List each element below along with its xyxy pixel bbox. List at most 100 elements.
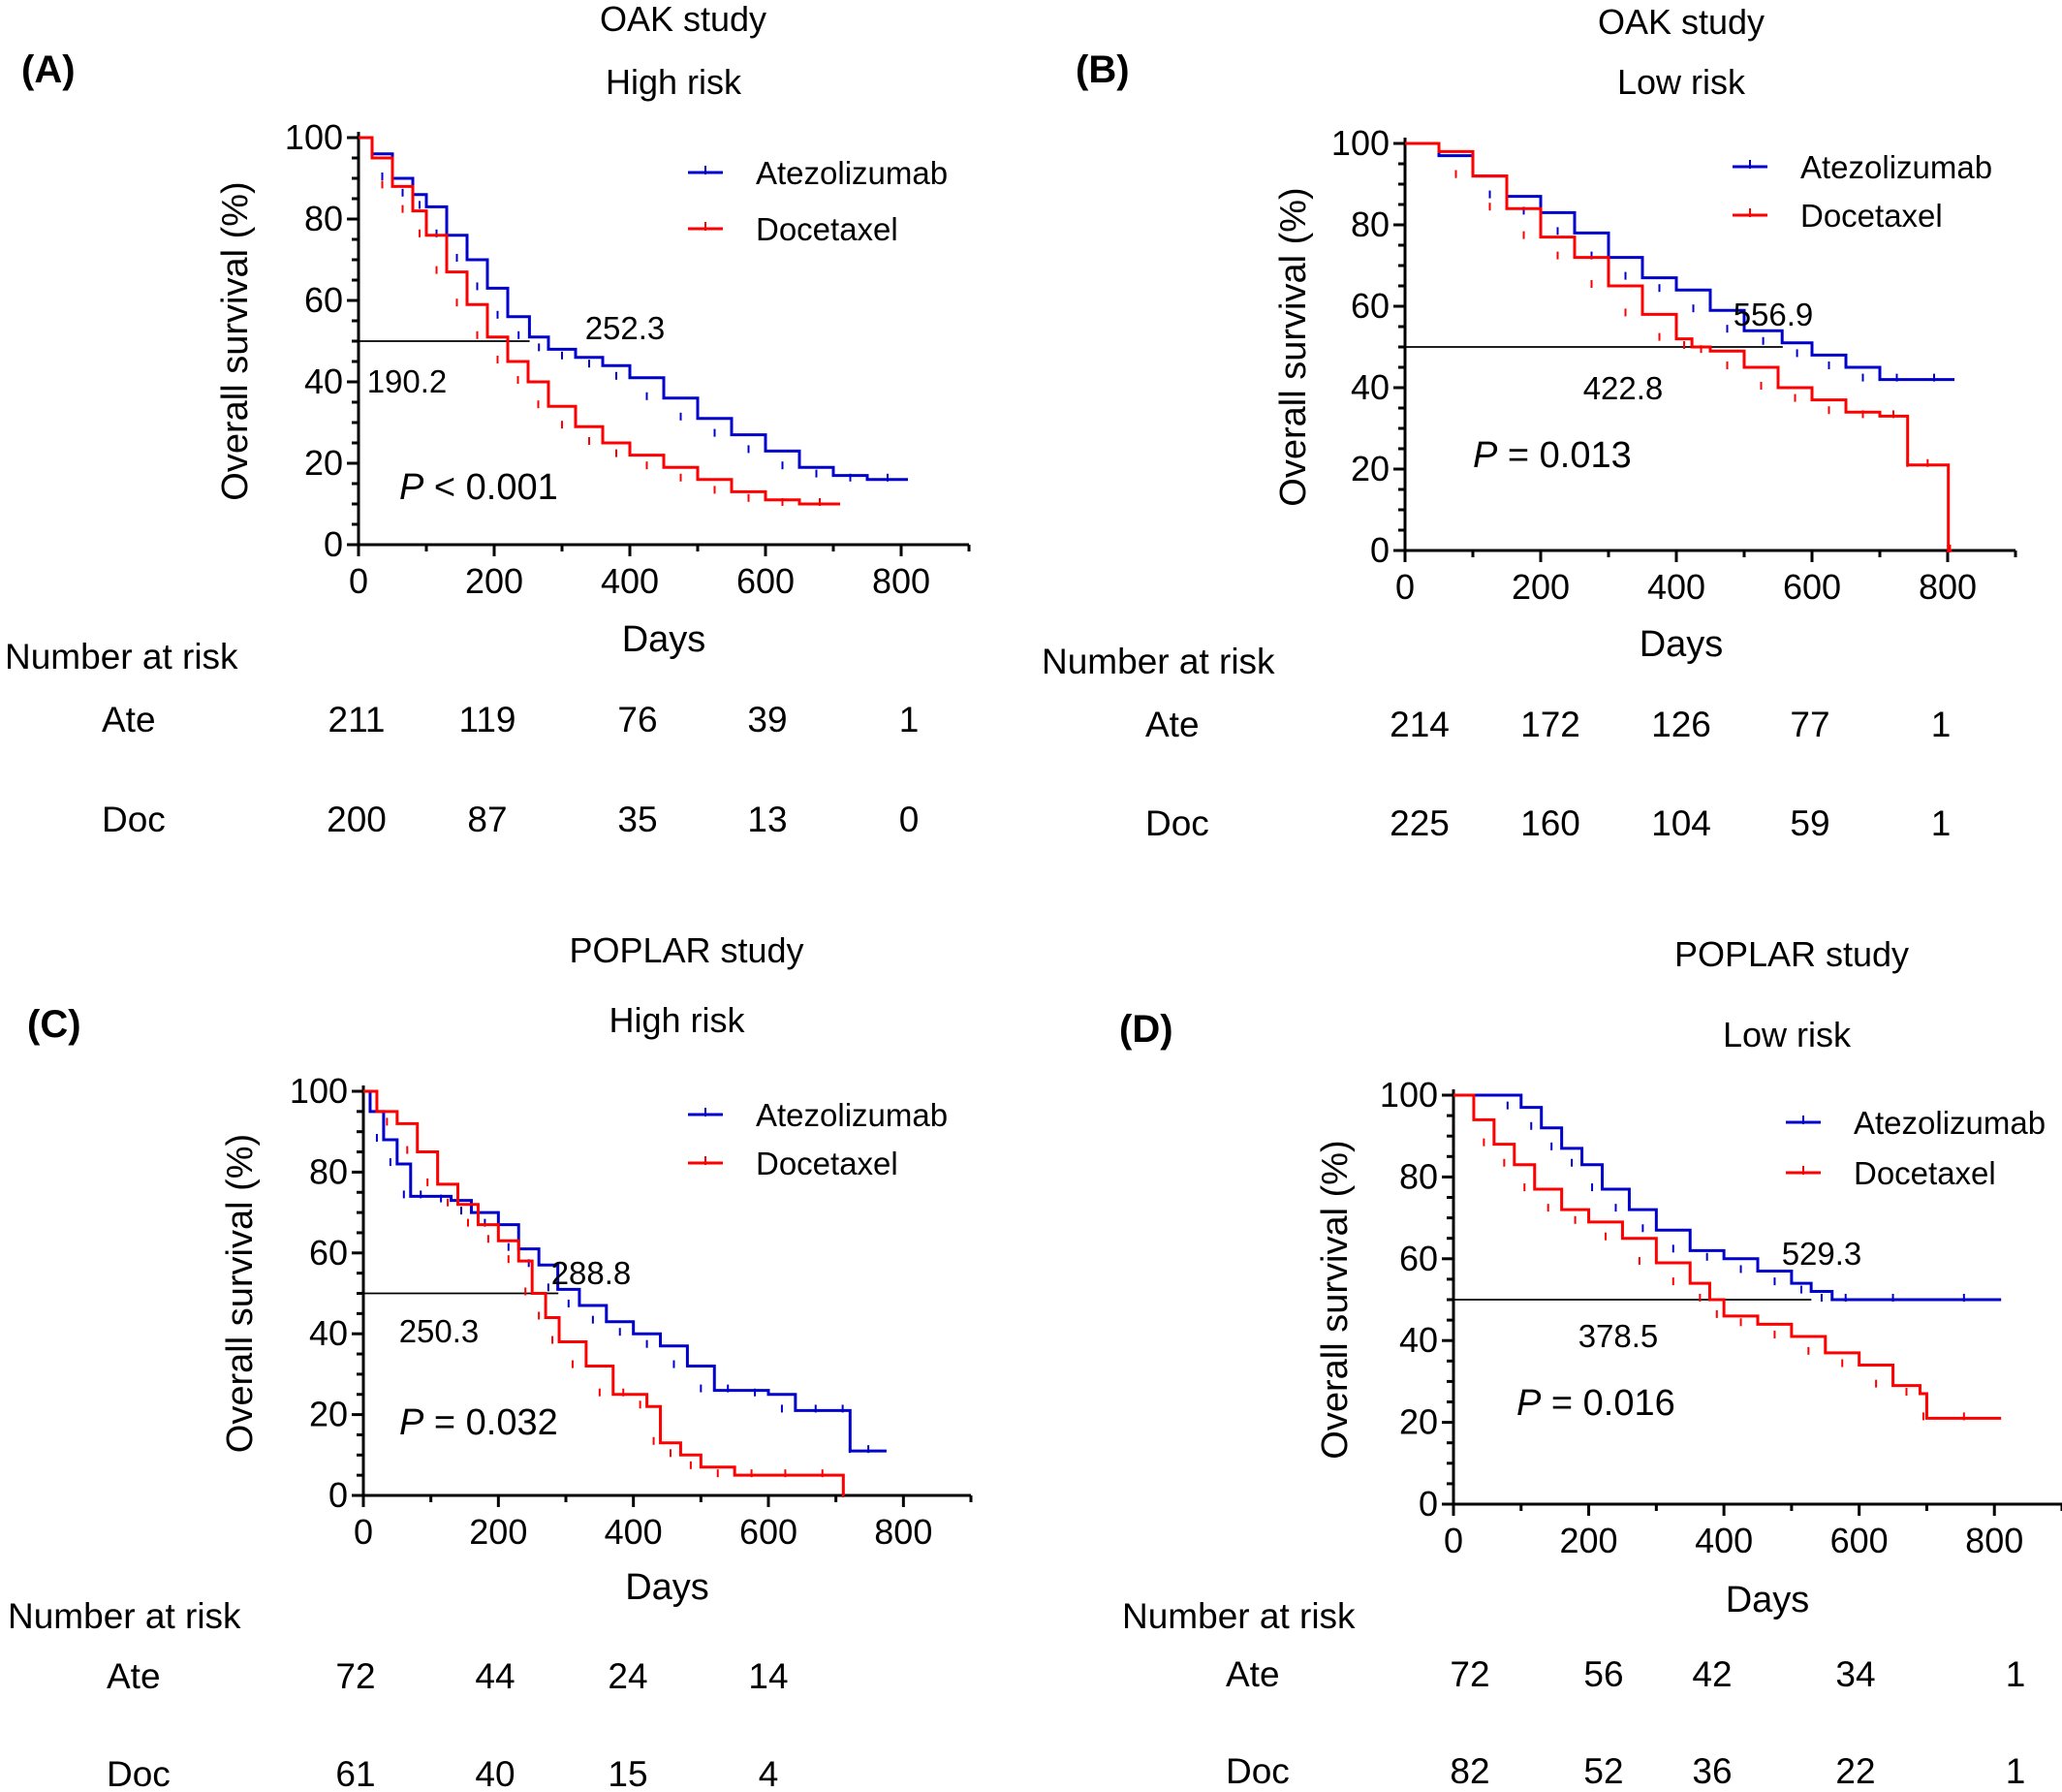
y-tick-label: 60	[1351, 286, 1390, 326]
survival-curve-atezolizumab	[359, 136, 908, 482]
legend-entry: Docetaxel	[1800, 198, 1943, 234]
x-axis-label: Days	[625, 1567, 709, 1608]
risk-table-heading: Number at risk	[5, 637, 238, 676]
x-tick-label: 0	[354, 1512, 373, 1552]
risk-value: 1	[2006, 1751, 2026, 1791]
risk-value: 34	[1835, 1654, 1875, 1694]
x-tick-label: 0	[1444, 1521, 1463, 1560]
risk-value: 42	[1692, 1654, 1732, 1694]
legend-entry: Atezolizumab	[756, 155, 948, 191]
risk-table-heading: Number at risk	[1122, 1596, 1356, 1636]
chart-subtitle: High risk	[606, 62, 742, 102]
risk-value: 36	[1692, 1751, 1732, 1791]
y-tick-label: 100	[285, 117, 343, 157]
y-tick-label: 100	[1380, 1075, 1438, 1115]
y-tick-label: 80	[1399, 1156, 1438, 1196]
x-tick-label: 200	[465, 561, 523, 601]
risk-row-label: Doc	[1145, 803, 1209, 843]
x-tick-label: 400	[605, 1512, 663, 1552]
y-tick-label: 60	[1399, 1239, 1438, 1278]
risk-value: 211	[328, 700, 386, 739]
y-tick-label: 20	[304, 443, 343, 483]
y-tick-label: 0	[324, 524, 343, 564]
risk-value: 87	[467, 800, 507, 839]
legend-entry: Atezolizumab	[756, 1097, 948, 1133]
risk-value: 40	[475, 1754, 515, 1792]
x-tick-label: 400	[1695, 1521, 1753, 1560]
y-tick-label: 80	[309, 1151, 348, 1191]
survival-curve-docetaxel	[363, 1089, 845, 1495]
x-tick-label: 200	[1512, 567, 1570, 607]
legend-entry: Atezolizumab	[1854, 1105, 2046, 1141]
panel-label: (B)	[1076, 48, 1130, 91]
legend-entry: Atezolizumab	[1800, 149, 1992, 185]
risk-row-label: Ate	[1145, 705, 1200, 744]
x-tick-label: 600	[739, 1512, 797, 1552]
risk-row-label: Doc	[1226, 1751, 1290, 1791]
y-tick-label: 20	[1351, 449, 1390, 488]
median-label: 252.3	[585, 310, 666, 346]
y-tick-label: 60	[304, 280, 343, 320]
x-tick-label: 0	[1395, 567, 1415, 607]
x-tick-label: 800	[1919, 567, 1977, 607]
risk-table-heading: Number at risk	[1042, 642, 1275, 681]
panel-label: (D)	[1119, 1008, 1173, 1051]
p-value: P = 0.016	[1516, 1383, 1675, 1424]
risk-value: 44	[475, 1656, 515, 1696]
chart-subtitle: Low risk	[1723, 1015, 1852, 1054]
y-axis-label: Overall survival (%)	[220, 1134, 261, 1453]
p-value: P = 0.013	[1473, 435, 1632, 476]
risk-value: 72	[335, 1656, 375, 1696]
median-label: 378.5	[1578, 1318, 1659, 1354]
y-tick-label: 0	[1419, 1484, 1438, 1524]
risk-value: 214	[1390, 705, 1450, 744]
x-axis-label: Days	[1640, 624, 1724, 665]
y-axis-label: Overall survival (%)	[1315, 1140, 1356, 1459]
y-tick-label: 40	[304, 362, 343, 401]
median-label: 556.9	[1734, 297, 1814, 332]
y-tick-label: 20	[309, 1395, 348, 1434]
risk-row-label: Doc	[107, 1754, 171, 1792]
y-axis-label: Overall survival (%)	[215, 181, 256, 500]
chart-subtitle: High risk	[609, 1000, 745, 1040]
legend-entry: Docetaxel	[1854, 1155, 1996, 1191]
risk-row-label: Doc	[102, 800, 166, 839]
risk-value: 39	[747, 700, 787, 739]
x-tick-label: 200	[1560, 1521, 1618, 1560]
median-label: 422.8	[1583, 370, 1664, 406]
panel-d: (D) POPLAR study Low risk 0 20 40 60 80 100 0 200 4…	[1119, 934, 2062, 1791]
legend-entry: Docetaxel	[756, 211, 898, 247]
risk-value: 126	[1651, 705, 1711, 744]
y-axis-label: Overall survival (%)	[1273, 187, 1314, 506]
chart-title: OAK study	[600, 0, 766, 39]
y-tick-label: 100	[290, 1071, 348, 1111]
x-axis-label: Days	[1726, 1580, 1810, 1620]
median-label: 529.3	[1782, 1236, 1862, 1272]
x-tick-label: 200	[469, 1512, 527, 1552]
y-tick-label: 40	[309, 1313, 348, 1353]
p-value: P = 0.032	[399, 1402, 558, 1443]
chart-subtitle: Low risk	[1617, 62, 1746, 102]
risk-value: 82	[1450, 1751, 1489, 1791]
risk-value: 52	[1583, 1751, 1623, 1791]
risk-value: 200	[327, 800, 387, 839]
risk-row-label: Ate	[102, 700, 156, 739]
risk-value: 1	[1931, 803, 1952, 843]
risk-value: 119	[459, 700, 516, 739]
x-tick-label: 600	[1783, 567, 1841, 607]
risk-value: 104	[1651, 803, 1711, 843]
chart-title: OAK study	[1598, 2, 1765, 42]
survival-curve-docetaxel	[1453, 1093, 2002, 1420]
panel-c: (C) POPLAR study High risk 0 20 40 60 80 100 0 200…	[8, 930, 973, 1792]
risk-value: 56	[1583, 1654, 1623, 1694]
x-tick-label: 600	[1830, 1521, 1889, 1560]
y-tick-label: 0	[328, 1475, 348, 1515]
x-tick-label: 800	[872, 561, 930, 601]
risk-value: 1	[899, 700, 920, 739]
median-label: 250.3	[399, 1313, 480, 1349]
survival-curve-docetaxel	[359, 136, 840, 506]
risk-value: 72	[1450, 1654, 1489, 1694]
x-tick-label: 400	[1647, 567, 1705, 607]
y-tick-label: 20	[1399, 1402, 1438, 1442]
x-tick-label: 600	[736, 561, 795, 601]
